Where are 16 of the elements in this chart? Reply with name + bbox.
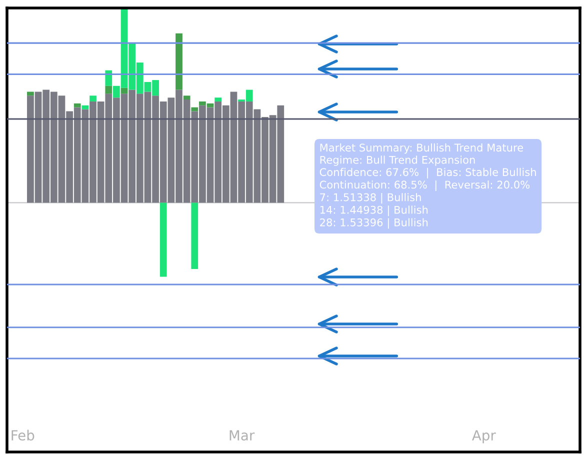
annotation: Market Summary: Bullish Trend Mature Regime: Bull Trend Expansion Confidence: 67.6% | Bias: Stable Bullish Continuation: 68.5% | Reversal: 20.0% 7: 1.51338 | Bullish 14: 1.44938 | Bullish 28: 1.53396 | Bullish bbox=[320, 143, 536, 229]
bar bbox=[82, 105, 89, 110]
bar bbox=[74, 103, 81, 108]
bar bbox=[160, 202, 167, 277]
bar bbox=[191, 202, 198, 269]
x-tick-label: Apr bbox=[472, 430, 496, 444]
x-tick-label: Mar bbox=[230, 430, 255, 441]
bar bbox=[90, 96, 96, 102]
bar bbox=[183, 96, 190, 100]
bar bbox=[105, 86, 112, 94]
x-tick-label: Feb bbox=[12, 430, 34, 441]
bar bbox=[176, 33, 182, 90]
bar bbox=[191, 107, 198, 112]
bar bbox=[214, 98, 222, 102]
bar bbox=[105, 70, 112, 86]
bar bbox=[27, 92, 34, 96]
